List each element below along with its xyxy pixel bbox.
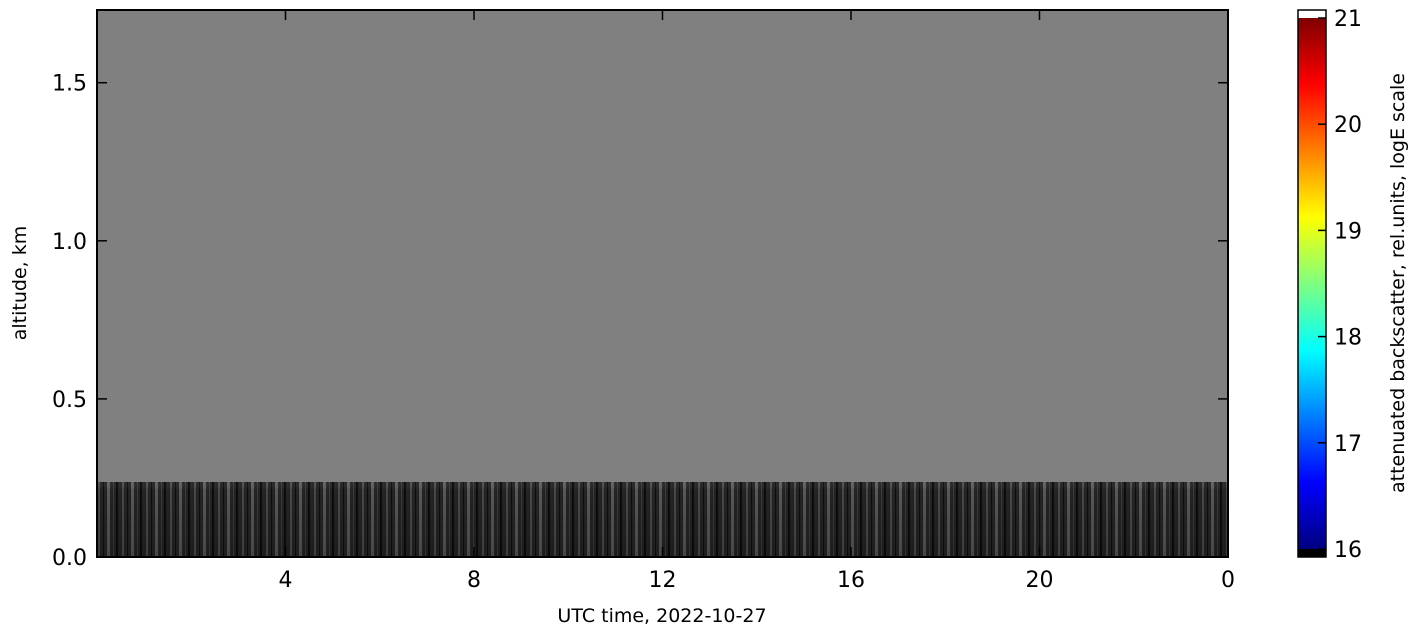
y-tick-label: 0.0 (52, 546, 87, 571)
plot-background (97, 10, 1228, 557)
colorbar-tick-label: 19 (1334, 219, 1362, 244)
x-tick-label: 16 (837, 568, 865, 593)
colorbar-tick-label: 20 (1334, 113, 1362, 138)
colorbar-tick-label: 17 (1334, 432, 1362, 457)
colorbar-frame (1297, 9, 1327, 558)
colorbar-tick-label: 18 (1334, 326, 1362, 351)
colorbar-label: attenuated backscatter, rel.units, logE … (1387, 73, 1409, 493)
x-tick-label: 0 (1221, 568, 1235, 593)
near-ground-shade (97, 482, 1228, 557)
x-tick-label: 8 (467, 568, 481, 593)
y-tick-label: 0.5 (52, 388, 87, 413)
colorbar-over (1298, 10, 1326, 18)
y-tick-label: 1.0 (52, 230, 87, 255)
colorbar-tick-label: 21 (1334, 7, 1362, 32)
y-tick-label: 1.5 (52, 72, 87, 97)
colorbar-under (1298, 549, 1326, 557)
colorbar-ramp (1298, 18, 1326, 549)
colorbar-tick-label: 16 (1334, 538, 1362, 563)
y-axis-label: altitude, km (9, 226, 31, 340)
x-axis-label: UTC time, 2022-10-27 (557, 605, 766, 627)
x-tick-label: 20 (1026, 568, 1054, 593)
x-tick-label: 4 (279, 568, 293, 593)
x-tick-label: 12 (649, 568, 677, 593)
